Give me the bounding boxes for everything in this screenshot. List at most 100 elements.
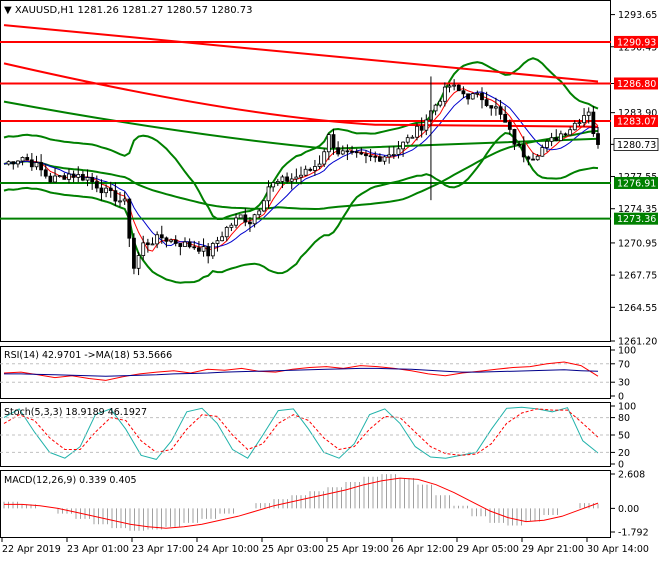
- candle-body: [331, 134, 336, 149]
- candle-body: [558, 133, 563, 141]
- candle-body: [210, 243, 215, 257]
- main-header: ▼ XAUUSD,H1 1281.26 1281.27 1280.57 1280…: [4, 5, 252, 16]
- candle-body: [187, 241, 192, 248]
- candle-body: [313, 166, 317, 171]
- candle-body: [224, 227, 229, 238]
- price-tick-label: 1267.75: [618, 271, 657, 282]
- candle-body: [387, 154, 392, 158]
- candle-body: [308, 168, 313, 171]
- candle-body: [155, 234, 160, 245]
- candle-body: [25, 157, 30, 161]
- candle-body: [373, 155, 378, 158]
- candle-body: [57, 175, 62, 178]
- price-tick-label: 1264.55: [618, 303, 657, 314]
- candle-body: [452, 84, 457, 87]
- candle-body: [145, 242, 150, 246]
- candle-body: [275, 181, 280, 184]
- candle-body: [20, 157, 25, 162]
- candle-body: [554, 137, 559, 141]
- long-ma-line: [3, 100, 599, 150]
- candle-body: [368, 155, 373, 158]
- candle-body: [456, 84, 461, 92]
- level-label: 1283.07: [617, 117, 656, 128]
- series-RSI(14): [3, 361, 599, 381]
- rsi-header: RSI(14) 42.9701 ->MA(18) 53.5666: [4, 350, 172, 361]
- sub-tick-label: -1.792: [618, 528, 649, 539]
- candle-body: [507, 121, 512, 130]
- candle-body: [396, 148, 401, 155]
- candle-body: [252, 214, 257, 225]
- candle-body: [76, 174, 81, 178]
- level-label-box: [614, 77, 658, 90]
- level-label: 1290.93: [617, 37, 656, 48]
- sub-tick-label: 50: [618, 431, 630, 442]
- candle-body: [6, 161, 11, 165]
- candle-body: [122, 198, 127, 202]
- candle-body: [572, 122, 577, 131]
- candle-body: [85, 177, 90, 181]
- candle-body: [108, 187, 113, 192]
- price-tick-label: 1261.20: [618, 337, 657, 348]
- candle-body: [382, 156, 387, 162]
- trend-line-upper: [3, 24, 599, 83]
- candle-body: [405, 137, 410, 143]
- macd-header: MACD(12,26,9) 0.339 0.405: [4, 475, 137, 486]
- current-price-label: 1280.73: [617, 140, 656, 151]
- candle-body: [257, 210, 262, 216]
- symbol-label: XAUUSD,H1: [15, 5, 74, 16]
- candle-body: [220, 236, 225, 242]
- price-tick-label: 1274.35: [618, 204, 657, 215]
- sub-tick-label: 100: [618, 402, 636, 413]
- level-label-box: [614, 176, 658, 189]
- sub-tick-label: 100: [618, 346, 636, 357]
- level-label: 1286.80: [617, 79, 656, 90]
- candle-body: [568, 129, 573, 136]
- candle-body: [34, 162, 39, 168]
- candle-body: [192, 246, 197, 249]
- candle-body: [29, 159, 34, 168]
- candle-body: [596, 133, 600, 145]
- candle-body: [118, 200, 122, 203]
- candle-body: [206, 246, 211, 257]
- trend-lines: [3, 24, 599, 150]
- candles: [6, 76, 600, 276]
- candle-body: [484, 99, 489, 106]
- sub-tick-label: 20: [618, 448, 630, 459]
- candle-body: [438, 100, 443, 106]
- series-Signal: [4, 477, 599, 529]
- sub-tick-label: 0: [618, 392, 624, 403]
- candle-body: [401, 141, 405, 150]
- candle-body: [494, 106, 498, 109]
- ohlc-label: 1281.26 1281.27 1280.57 1280.73: [78, 5, 253, 16]
- candle-body: [563, 133, 568, 136]
- candle-body: [336, 147, 341, 155]
- candle-body: [159, 234, 164, 239]
- candle-body: [266, 186, 271, 202]
- series-%K: [3, 406, 599, 460]
- candle-body: [39, 162, 44, 171]
- time-tick-label: 26 Apr 12:00: [392, 544, 454, 555]
- candle-body: [582, 115, 586, 124]
- candle-body: [11, 161, 16, 165]
- candle-body: [104, 187, 108, 194]
- candle-body: [215, 240, 220, 244]
- candle-body: [577, 122, 582, 125]
- trend-line-lower: [3, 62, 599, 128]
- candle-body: [317, 163, 322, 167]
- candle-body: [201, 246, 206, 252]
- candle-body: [16, 160, 20, 165]
- candle-body: [540, 147, 545, 157]
- candle-body: [94, 181, 99, 189]
- candle-body: [531, 158, 535, 161]
- candle-body: [442, 86, 447, 102]
- candle-body: [521, 144, 526, 158]
- candle-body: [229, 224, 234, 228]
- candle-body: [480, 92, 484, 101]
- level-label-box: [614, 35, 658, 48]
- candle-body: [234, 217, 238, 226]
- level-label-box: [614, 212, 658, 225]
- candle-body: [197, 247, 201, 252]
- candle-body: [183, 241, 187, 247]
- candle-body: [303, 168, 308, 176]
- candle-body: [238, 214, 243, 219]
